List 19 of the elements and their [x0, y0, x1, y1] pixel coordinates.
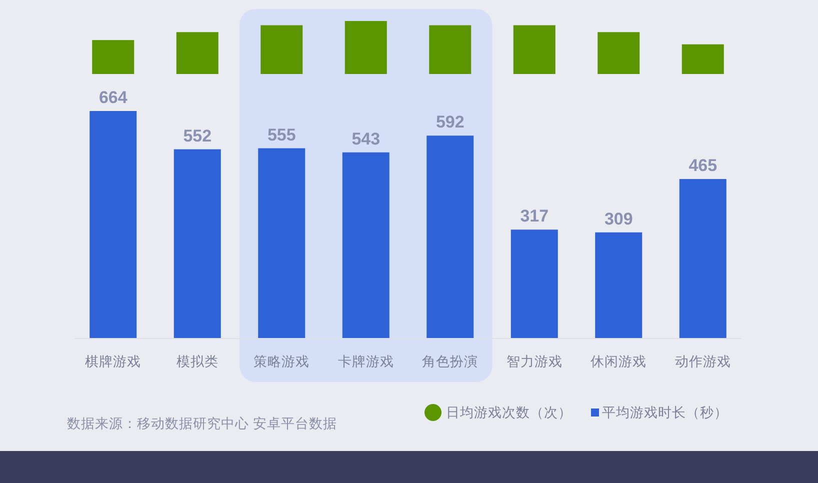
- data-label: 317: [520, 206, 549, 226]
- category-label: 休闲游戏: [590, 354, 647, 369]
- data-label: 543: [352, 129, 380, 148]
- category-label: 角色扮演: [422, 354, 478, 369]
- data-label: 465: [688, 156, 718, 176]
- annotation: 数据来源：移动数据研究中心 安卓平台数据: [67, 416, 337, 431]
- data-label: 592: [436, 112, 464, 132]
- category-label: 智力游戏: [506, 354, 562, 369]
- data-label: 555: [267, 125, 296, 144]
- legend-label: 日均游戏次数（次）: [446, 405, 572, 420]
- data-label: 552: [183, 126, 212, 146]
- data-label: 664: [98, 88, 128, 107]
- category-label: 卡牌游戏: [338, 354, 394, 369]
- data-label: 309: [604, 209, 633, 228]
- legend-label: 平均游戏时长（秒）: [602, 405, 728, 420]
- category-label: 策略游戏: [254, 354, 310, 369]
- category-label: 模拟类: [176, 354, 218, 369]
- category-label: 动作游戏: [674, 354, 731, 369]
- category-label: 棋牌游戏: [85, 354, 142, 369]
